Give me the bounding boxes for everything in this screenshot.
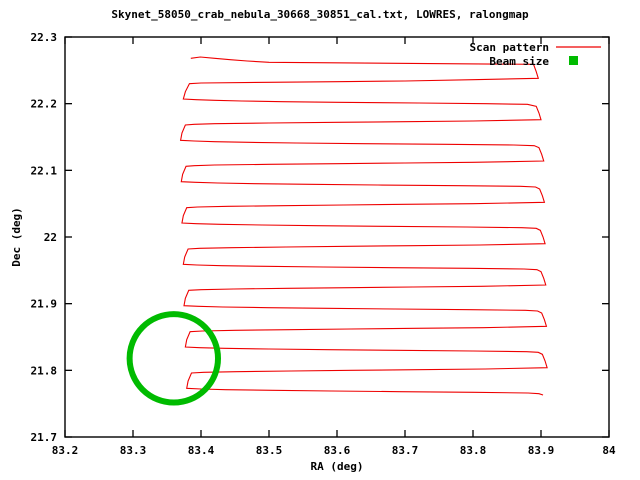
x-tick-label: 83.9 xyxy=(528,444,555,457)
y-tick-label: 22 xyxy=(44,231,57,244)
y-axis-label: Dec (deg) xyxy=(10,207,23,267)
y-axis-ticks: 21.7 21.8 21.9 22 22.1 22.2 22.3 xyxy=(31,31,609,444)
x-tick-label: 83.2 xyxy=(52,444,79,457)
legend-label-beam-size: Beam size xyxy=(489,55,549,68)
x-tick-label: 83.8 xyxy=(460,444,487,457)
legend: Scan pattern Beam size xyxy=(470,41,601,68)
plot-frame xyxy=(64,36,610,438)
x-tick-label: 83.7 xyxy=(392,444,419,457)
scan-pattern-series xyxy=(179,56,548,396)
y-tick-label: 21.8 xyxy=(31,364,58,377)
legend-label-scan-pattern: Scan pattern xyxy=(470,41,549,54)
x-axis-ticks: 83.2 83.3 83.4 83.5 83.6 83.7 83.8 83.9 84 xyxy=(52,37,616,457)
x-tick-label: 83.4 xyxy=(188,444,215,457)
legend-swatch-beam-size xyxy=(569,56,578,65)
y-tick-label: 22.1 xyxy=(31,164,58,177)
x-tick-label: 83.6 xyxy=(324,444,351,457)
page-title: Skynet_58050_crab_nebula_30668_30851_cal… xyxy=(111,8,529,21)
x-tick-label: 84 xyxy=(602,444,616,457)
scan-pattern-path xyxy=(179,56,548,396)
beam-size-circle xyxy=(126,311,222,406)
y-tick-label: 21.9 xyxy=(31,298,58,311)
x-tick-label: 83.5 xyxy=(256,444,283,457)
x-tick-label: 83.3 xyxy=(120,444,147,457)
y-tick-label: 22.3 xyxy=(31,31,58,44)
y-tick-label: 21.7 xyxy=(31,431,58,444)
y-tick-label: 22.2 xyxy=(31,98,58,111)
x-axis-label: RA (deg) xyxy=(311,460,364,473)
beam-size-annotation xyxy=(126,311,222,406)
